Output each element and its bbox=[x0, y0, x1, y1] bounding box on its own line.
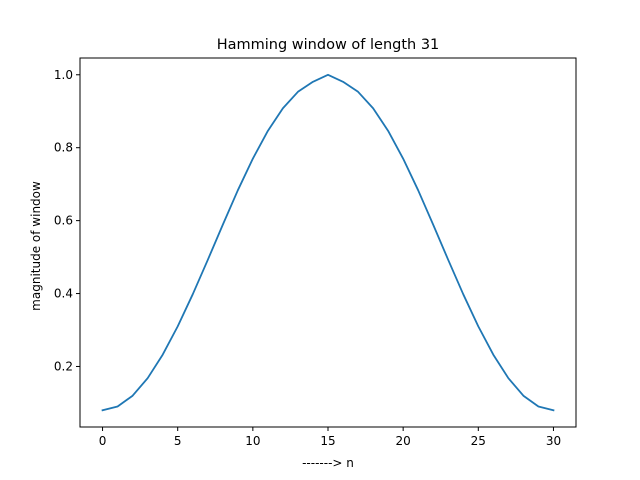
x-tick-label: 10 bbox=[245, 434, 260, 448]
y-axis-label: magnitude of window bbox=[29, 181, 43, 311]
x-axis-label: -------> n bbox=[302, 456, 354, 470]
y-tick-label: 0.4 bbox=[54, 287, 73, 301]
series-line-0 bbox=[101, 73, 555, 412]
y-tick-label: 1.0 bbox=[54, 68, 73, 82]
chart-title: Hamming window of length 31 bbox=[217, 37, 440, 53]
x-tick-label: 0 bbox=[99, 434, 107, 448]
x-axis-ticks: 0 5 10 15 20 25 30 bbox=[99, 427, 561, 448]
x-tick-label: 5 bbox=[174, 434, 182, 448]
x-tick-label: 30 bbox=[546, 434, 561, 448]
y-tick-label: 0.8 bbox=[54, 141, 73, 155]
x-tick-label: 20 bbox=[396, 434, 411, 448]
y-tick-label: 0.2 bbox=[54, 359, 73, 373]
y-axis-ticks: 0.2 0.4 0.6 0.8 1.0 bbox=[54, 68, 80, 373]
x-tick-label: 15 bbox=[320, 434, 335, 448]
series-layer bbox=[101, 73, 555, 412]
x-tick-label: 25 bbox=[471, 434, 486, 448]
y-tick-label: 0.6 bbox=[54, 214, 73, 228]
